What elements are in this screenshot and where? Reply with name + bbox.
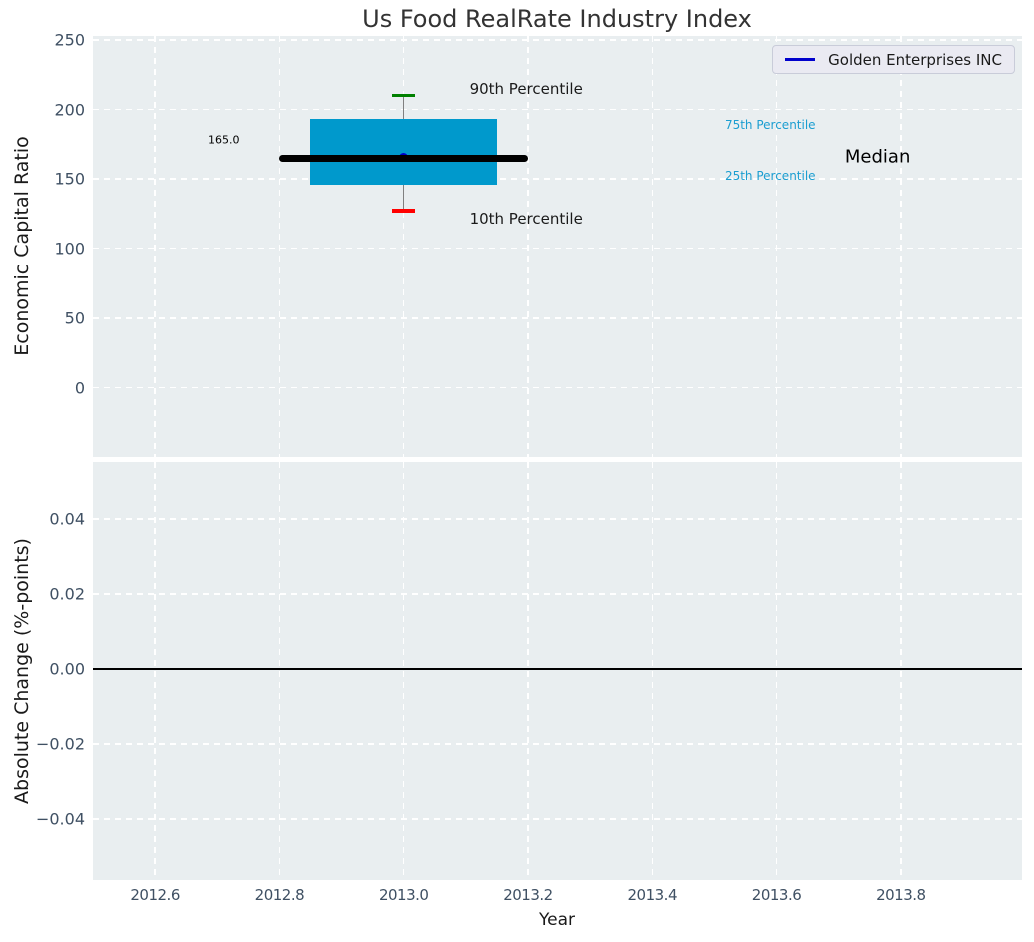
grid-line-vertical [775,462,778,880]
plot-area-bottom [93,462,1022,880]
xtick-label: 2012.6 [130,886,180,904]
ytick-label: 200 [54,100,85,120]
ytick-label: 50 [64,308,85,328]
ytick-label: 0.02 [49,584,85,604]
xtick-label: 2013.4 [627,886,678,904]
ytick-label: 250 [54,30,85,50]
grid-line-vertical [527,462,529,880]
annotation-25th-percentile: 25th Percentile [724,169,816,184]
grid-line-vertical [775,36,778,457]
grid-line-horizontal [93,317,1022,319]
xtick-label: 2013.8 [876,886,926,904]
grid-line-vertical [402,36,405,457]
plot-area-top: Golden Enterprises INC 90th Percentile 10… [93,36,1022,457]
grid-line-horizontal [93,39,1022,41]
ytick-label: 150 [54,169,85,189]
grid-line-horizontal [93,108,1022,111]
grid-line-vertical [278,462,281,880]
xtick-label: 2013.2 [503,886,553,904]
x-axis-label: Year [539,910,575,930]
median-line [279,154,528,162]
p90-whisker-cap [392,93,416,98]
p10-whisker-cap [392,209,416,213]
grid-line-horizontal [93,818,1022,820]
ytick-label: −0.02 [35,734,85,754]
grid-line-vertical [402,462,405,880]
ytick-label: 100 [54,239,85,259]
y-axis-label-top: Economic Capital Ratio [11,136,33,356]
grid-line-vertical [900,462,902,880]
grid-line-horizontal [93,518,1022,520]
ytick-label: 0 [74,378,85,398]
ytick-label: 0.04 [49,509,85,529]
grid-line-vertical [154,462,156,880]
grid-line-horizontal [93,743,1022,745]
grid-line-vertical [527,36,529,457]
grid-line-horizontal [93,178,1022,180]
iqr-box [310,119,497,185]
legend: Golden Enterprises INC [772,45,1015,74]
annotation-75th-percentile: 75th Percentile [724,117,816,132]
chart-title: Us Food RealRate Industry Index [362,5,752,33]
grid-line-horizontal [93,386,1022,389]
annotation-median: Median [844,146,911,168]
xtick-label: 2013.0 [378,886,429,904]
grid-line-horizontal [93,593,1022,595]
zero-line [93,667,1022,670]
annotation-10th-percentile: 10th Percentile [469,210,583,229]
annotation-165-0: 165.0 [207,133,240,147]
grid-line-vertical [900,36,902,457]
legend-line-swatch [785,58,816,61]
y-axis-label-bottom: Absolute Change (%-points) [11,538,33,804]
annotation-90th-percentile: 90th Percentile [469,79,583,98]
xtick-label: 2013.6 [751,886,802,904]
xtick-label: 2012.8 [254,886,305,904]
grid-line-horizontal [93,247,1022,250]
ytick-label: −0.04 [35,809,85,829]
grid-line-vertical [154,36,156,457]
grid-line-vertical [278,36,281,457]
grid-line-vertical [651,462,653,880]
ytick-label: 0.00 [49,659,85,679]
grid-line-vertical [651,36,653,457]
legend-label: Golden Enterprises INC [828,50,1002,69]
